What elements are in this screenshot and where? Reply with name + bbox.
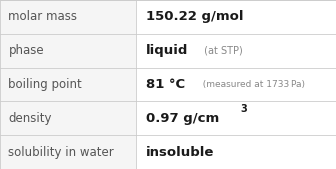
Text: solubility in water: solubility in water	[8, 146, 114, 159]
Bar	[0, 34, 136, 68]
Bar	[136, 68, 336, 101]
Text: liquid: liquid	[146, 44, 188, 57]
Bar	[136, 135, 336, 169]
Text: 3: 3	[241, 104, 247, 114]
Text: (measured at 1733 Pa): (measured at 1733 Pa)	[197, 80, 305, 89]
Text: 150.22 g/mol: 150.22 g/mol	[146, 10, 244, 23]
Bar	[0, 68, 136, 101]
Text: 81 °C: 81 °C	[146, 78, 185, 91]
Bar	[136, 101, 336, 135]
Bar	[136, 34, 336, 68]
Bar	[0, 0, 136, 34]
Bar	[0, 135, 136, 169]
Text: 0.97 g/cm: 0.97 g/cm	[146, 112, 219, 125]
Text: insoluble: insoluble	[146, 146, 214, 159]
Bar	[0, 101, 136, 135]
Text: density: density	[8, 112, 52, 125]
Text: molar mass: molar mass	[8, 10, 77, 23]
Text: boiling point: boiling point	[8, 78, 82, 91]
Bar	[136, 0, 336, 34]
Text: phase: phase	[8, 44, 44, 57]
Text: (at STP): (at STP)	[201, 46, 243, 56]
